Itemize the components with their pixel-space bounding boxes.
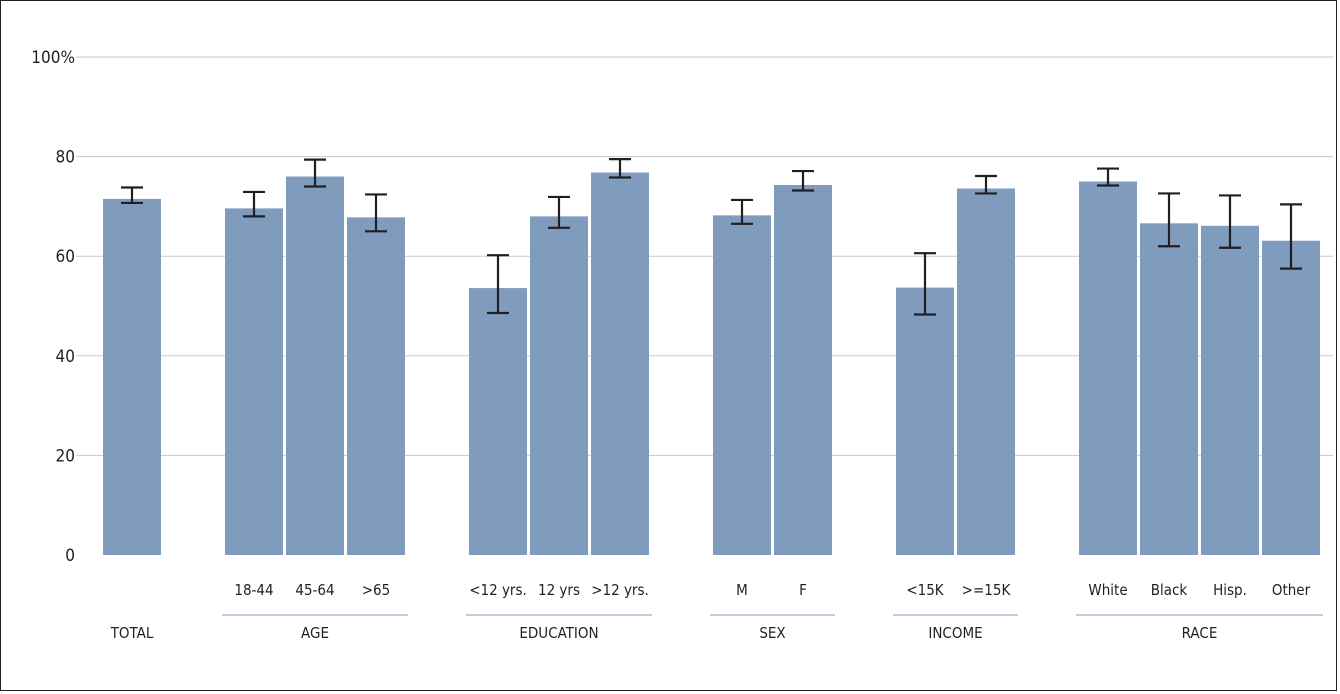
group-label: RACE xyxy=(1182,624,1218,642)
x-tick-label: >12 yrs. xyxy=(591,581,649,599)
bar xyxy=(469,288,527,555)
bars xyxy=(103,172,1320,556)
y-tick-label: 40 xyxy=(56,347,75,367)
x-tick-label: 18-44 xyxy=(234,581,273,599)
x-tick-label: F xyxy=(799,581,807,599)
y-tick-label: 20 xyxy=(56,446,75,466)
y-tick-label: 60 xyxy=(56,247,75,267)
bar xyxy=(103,198,161,555)
y-tick-label: 0 xyxy=(65,546,75,566)
x-tick-label: >65 xyxy=(362,581,390,599)
bar xyxy=(713,215,771,555)
error-bars xyxy=(121,157,1302,316)
y-tick-label: 100% xyxy=(31,48,75,68)
bar xyxy=(957,188,1015,556)
bar xyxy=(347,217,405,555)
y-tick-label: 80 xyxy=(56,148,75,168)
group-label: AGE xyxy=(301,624,329,642)
x-tick-label: 45-64 xyxy=(295,581,334,599)
x-tick-label: >=15K xyxy=(962,581,1012,599)
bar xyxy=(1201,225,1259,555)
bar xyxy=(286,176,344,555)
y-axis-ticks: 0 20 40 60 80 100% xyxy=(31,48,75,566)
bar xyxy=(1079,181,1137,555)
group-label: TOTAL xyxy=(110,624,154,642)
x-tick-label: Hisp. xyxy=(1213,581,1247,599)
x-tick-label: M xyxy=(736,581,748,599)
x-tick-label: <15K xyxy=(906,581,944,599)
x-axis-ticks: 18-44 45-64 >65 <12 yrs. 12 yrs >12 yrs. M F <15… xyxy=(234,581,1310,599)
bar xyxy=(591,172,649,555)
bar xyxy=(530,216,588,556)
x-tick-label: White xyxy=(1088,581,1127,599)
group-labels: TOTAL AGE EDUCATION SEX INCOME RACE xyxy=(110,614,1323,642)
group-label: INCOME xyxy=(928,624,982,642)
x-tick-label: <12 yrs. xyxy=(469,581,527,599)
bar xyxy=(225,208,283,555)
x-tick-label: Other xyxy=(1272,581,1311,599)
group-label: EDUCATION xyxy=(519,624,598,642)
bar xyxy=(774,184,832,555)
bar xyxy=(896,287,954,555)
bar xyxy=(1262,240,1320,555)
group-label: SEX xyxy=(759,624,785,642)
x-tick-label: 12 yrs xyxy=(538,581,580,599)
x-tick-label: Black xyxy=(1151,581,1188,599)
bar xyxy=(1140,223,1198,555)
